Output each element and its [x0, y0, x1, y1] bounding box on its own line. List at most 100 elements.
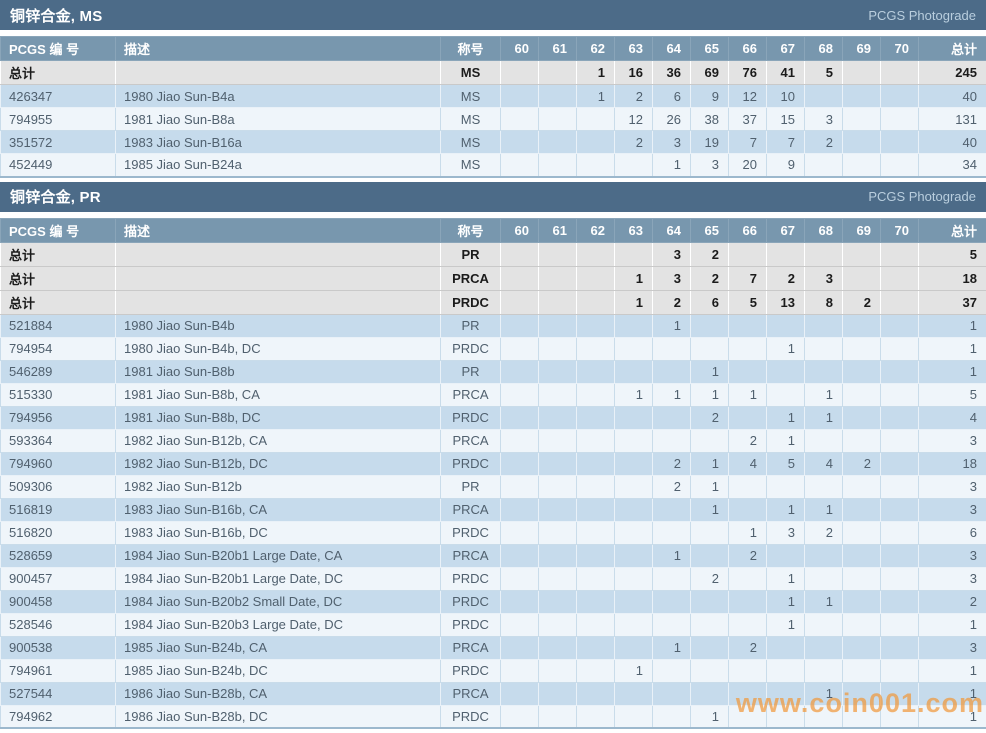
grade-count-cell [842, 265, 881, 291]
column-header-grade-65: 65 [690, 217, 729, 243]
grade-count-cell [766, 543, 805, 568]
grade-count-cell: 2 [804, 130, 843, 154]
pcgs-number-link[interactable]: 515330 [0, 382, 116, 407]
grade-count-cell [576, 520, 615, 545]
grade-count-cell [880, 382, 919, 407]
grade-count-cell: 1 [690, 382, 729, 407]
grade-count-cell: 9 [766, 153, 805, 177]
table-row: 794955 1981 Jiao Sun-B8a MS 12 26 38 37 15 3 131 [0, 107, 986, 131]
grade-count-cell [538, 84, 577, 108]
total-row-designation: PRCA [440, 265, 501, 291]
pcgs-number-link[interactable]: 521884 [0, 313, 116, 338]
grade-count-cell [804, 474, 843, 499]
brand-label: PCGS Photograde [868, 189, 976, 204]
grade-count-cell: 2 [728, 428, 767, 453]
grade-count-cell [804, 313, 843, 338]
grade-count-cell [500, 497, 539, 522]
grade-count-cell [538, 336, 577, 361]
designation-cell: MS [440, 107, 501, 131]
table-row: 794956 1981 Jiao Sun-B8b, DC PRDC 2 1 1 4 [0, 405, 986, 430]
grade-count-cell: 2 [728, 635, 767, 660]
column-header-grade-62: 62 [576, 36, 615, 61]
grade-count-cell [690, 520, 729, 545]
total-row: 总计 PR 3 2 5 [0, 241, 986, 267]
designation-cell: MS [440, 84, 501, 108]
grade-count-cell [538, 313, 577, 338]
pcgs-number-link[interactable]: 794962 [0, 704, 116, 729]
grade-count-cell [804, 543, 843, 568]
column-header-total: 总计 [918, 36, 986, 61]
pcgs-number-link[interactable]: 900458 [0, 589, 116, 614]
grade-count-cell [804, 359, 843, 384]
grade-count-cell: 2 [690, 405, 729, 430]
pcgs-number-link[interactable]: 794961 [0, 658, 116, 683]
grade-count-cell: 1 [652, 382, 691, 407]
pcgs-number-link[interactable]: 794955 [0, 107, 116, 131]
total-row-label: 总计 [0, 241, 116, 267]
designation-cell: PRDC [440, 612, 501, 637]
column-header-grade-67: 67 [766, 217, 805, 243]
grade-count-cell: 1 [804, 497, 843, 522]
table-row: 521884 1980 Jiao Sun-B4b PR 1 1 [0, 313, 986, 338]
pcgs-number-link[interactable]: 527544 [0, 681, 116, 706]
pcgs-number-link[interactable]: 900457 [0, 566, 116, 591]
grade-count-cell [804, 336, 843, 361]
pcgs-number-link[interactable]: 509306 [0, 474, 116, 499]
grade-count-cell: 1 [652, 313, 691, 338]
grade-count-cell [538, 359, 577, 384]
grade-count-cell [880, 566, 919, 591]
total-count-cell: 245 [918, 60, 986, 85]
grade-count-cell [614, 566, 653, 591]
grade-count-cell [728, 241, 767, 267]
grade-count-cell [576, 313, 615, 338]
grade-count-cell [538, 589, 577, 614]
grade-count-cell [728, 658, 767, 683]
grade-count-cell [538, 107, 577, 131]
grade-count-cell [880, 635, 919, 660]
pcgs-number-link[interactable]: 546289 [0, 359, 116, 384]
pcgs-number-link[interactable]: 528659 [0, 543, 116, 568]
grade-count-cell [538, 265, 577, 291]
table-row: 900538 1985 Jiao Sun-B24b, CA PRCA 1 2 3 [0, 635, 986, 660]
table-row: 593364 1982 Jiao Sun-B12b, CA PRCA 2 1 3 [0, 428, 986, 453]
grade-count-cell: 2 [652, 474, 691, 499]
pcgs-number-link[interactable]: 351572 [0, 130, 116, 154]
pcgs-number-link[interactable]: 794960 [0, 451, 116, 476]
grade-count-cell: 1 [576, 84, 615, 108]
grade-count-cell [880, 543, 919, 568]
grade-count-cell [842, 60, 881, 85]
designation-cell: PRDC [440, 704, 501, 729]
grade-count-cell [804, 153, 843, 177]
grade-count-cell [652, 589, 691, 614]
total-count-cell: 37 [918, 289, 986, 315]
total-row: 总计 MS 1 16 36 69 76 41 5 245 [0, 60, 986, 85]
grade-count-cell [614, 336, 653, 361]
grade-count-cell [766, 635, 805, 660]
pcgs-number-link[interactable]: 426347 [0, 84, 116, 108]
pcgs-number-link[interactable]: 900538 [0, 635, 116, 660]
grade-count-cell: 2 [652, 289, 691, 315]
pcgs-number-link[interactable]: 452449 [0, 153, 116, 177]
grade-count-cell: 41 [766, 60, 805, 85]
pcgs-number-link[interactable]: 528546 [0, 612, 116, 637]
pcgs-number-link[interactable]: 516820 [0, 520, 116, 545]
pcgs-number-link[interactable]: 593364 [0, 428, 116, 453]
total-count-cell: 3 [918, 474, 986, 499]
pcgs-number-link[interactable]: 516819 [0, 497, 116, 522]
grade-count-cell [880, 405, 919, 430]
column-header-grade-61: 61 [538, 217, 577, 243]
grade-count-cell [576, 566, 615, 591]
table-row: 351572 1983 Jiao Sun-B16a MS 2 3 19 7 7 2 40 [0, 130, 986, 154]
pcgs-number-link[interactable]: 794954 [0, 336, 116, 361]
grade-count-cell [500, 289, 539, 315]
grade-count-cell [614, 612, 653, 637]
column-header-grade-66: 66 [728, 217, 767, 243]
total-row-description [115, 265, 441, 291]
pcgs-number-link[interactable]: 794956 [0, 405, 116, 430]
population-table: PCGS 编 号描述 称号 60 61 62 63 64 65 66 67 68 69 70 总计 总计 PR… [0, 217, 986, 729]
grade-count-cell [652, 566, 691, 591]
grade-count-cell: 1 [728, 382, 767, 407]
grade-count-cell [842, 566, 881, 591]
